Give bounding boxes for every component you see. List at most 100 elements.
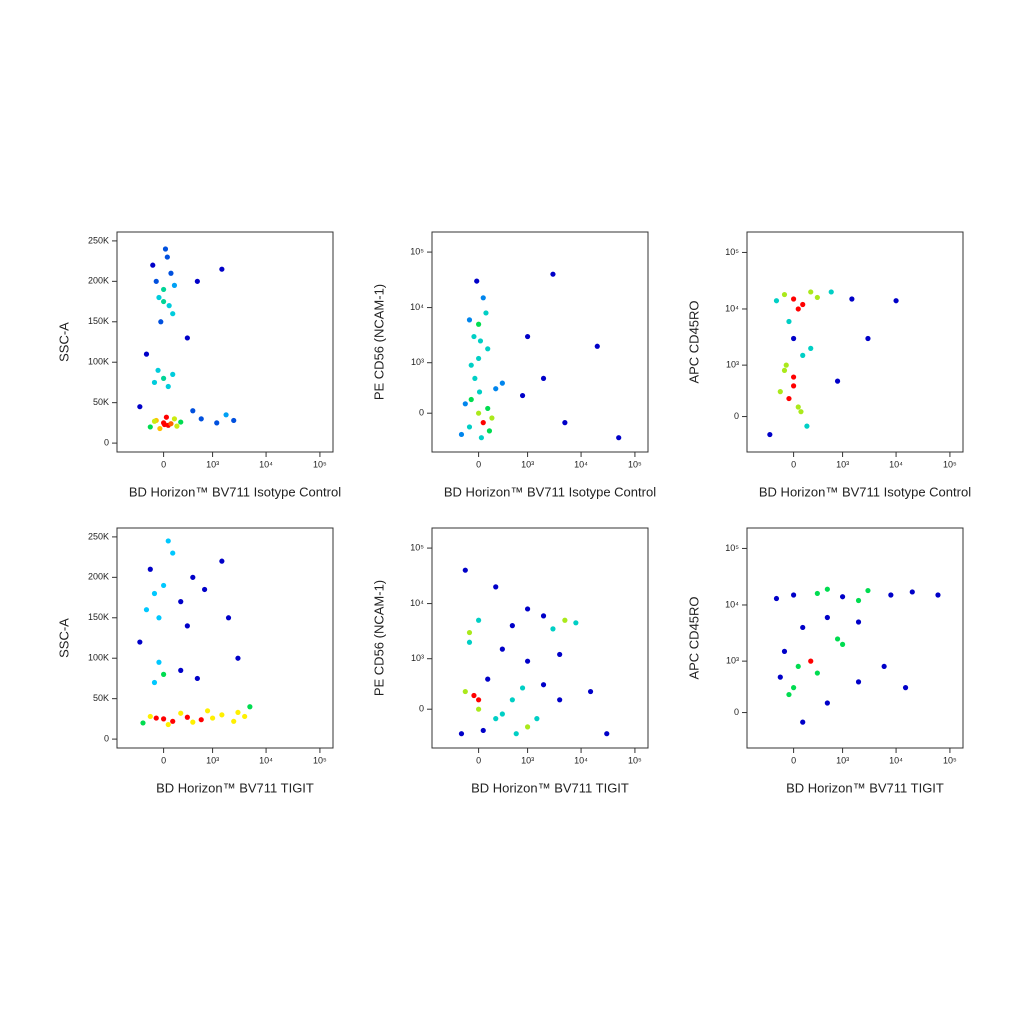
event-dot <box>865 587 871 594</box>
event-dot <box>808 658 814 664</box>
y-tick-label: 10³ <box>411 653 424 663</box>
event-dot <box>786 395 792 402</box>
event-dot <box>476 321 482 327</box>
event-dot <box>791 592 797 598</box>
event-dot <box>156 294 162 301</box>
event-dot <box>158 319 164 325</box>
event-dot <box>184 335 190 341</box>
event-dot <box>194 278 200 284</box>
event-dot <box>814 590 820 597</box>
event-dot <box>808 345 814 351</box>
y-tick-label: 0 <box>734 411 739 421</box>
event-dot <box>540 613 547 619</box>
event-dot <box>474 278 480 284</box>
event-dot <box>458 431 465 438</box>
y-tick-label: 10³ <box>726 656 739 666</box>
event-dot <box>190 408 196 414</box>
y-tick-label: 10³ <box>411 357 424 367</box>
event-dot <box>800 719 806 725</box>
x-tick-label: 10⁵ <box>943 755 957 765</box>
x-tick-label: 10³ <box>521 459 534 469</box>
event-dot <box>485 346 491 352</box>
panel: 0 10³ 10⁴ 10⁵ 0 10³ 10⁴ 10⁵ BD Horizon™ BV711 TI… <box>686 527 964 795</box>
event-dot <box>171 282 178 288</box>
event-dot <box>161 671 167 677</box>
plot-frame <box>746 231 964 453</box>
event-dot <box>161 421 168 428</box>
event-dot <box>485 676 491 682</box>
event-dot <box>225 615 232 621</box>
event-dot <box>795 404 801 410</box>
event-dot <box>486 428 493 434</box>
event-dot <box>786 318 792 325</box>
event-dot <box>164 254 170 260</box>
event-dot <box>814 670 820 676</box>
y-tick-label: 10⁴ <box>725 303 739 313</box>
event-dot <box>147 566 153 572</box>
y-axis-label: PE CD56 (NCAM-1) <box>371 580 386 696</box>
event-dot <box>476 697 482 703</box>
plot-frame <box>746 527 964 749</box>
event-dot <box>909 589 915 595</box>
y-axis-label: SSC-A <box>56 618 71 658</box>
event-dot <box>865 335 871 342</box>
x-tick-label: 10⁵ <box>313 459 327 469</box>
event-dot <box>153 278 159 284</box>
plot-frame <box>116 527 334 749</box>
y-tick-label: 50K <box>93 693 109 703</box>
event-dot <box>170 550 176 556</box>
event-dot <box>150 262 156 268</box>
event-dot <box>151 418 158 424</box>
event-dot <box>839 641 846 647</box>
event-dot <box>165 538 171 544</box>
event-dot <box>223 412 229 418</box>
event-dot <box>767 431 773 438</box>
plot-frame <box>116 231 334 453</box>
event-dot <box>791 383 797 389</box>
event-dot <box>534 716 540 722</box>
event-dot <box>166 303 172 309</box>
event-dot <box>814 294 820 301</box>
event-dot <box>800 624 806 631</box>
event-dot <box>777 674 783 680</box>
event-dot <box>476 389 483 395</box>
event-dot <box>201 586 208 593</box>
event-dot <box>773 595 780 602</box>
y-tick-label: 0 <box>734 707 739 717</box>
y-tick-label: 250K <box>88 235 109 245</box>
x-tick-label: 10⁴ <box>889 755 903 765</box>
x-tick-label: 10³ <box>521 755 534 765</box>
event-dot <box>795 663 801 670</box>
event-dot <box>219 558 225 564</box>
event-dot <box>935 592 941 598</box>
event-dot <box>524 724 531 730</box>
event-dot <box>550 271 556 277</box>
x-tick-label: 10³ <box>206 755 219 765</box>
event-dot <box>781 367 788 374</box>
event-dot <box>499 646 505 652</box>
y-tick-label: 250K <box>88 531 109 541</box>
event-dot <box>231 718 237 724</box>
x-tick-label: 0 <box>476 459 481 469</box>
x-tick-label: 10⁴ <box>574 755 588 765</box>
event-dot <box>824 586 830 592</box>
event-dot <box>824 614 830 621</box>
event-dot <box>194 675 200 682</box>
event-dot <box>184 714 190 720</box>
event-dot <box>480 727 486 734</box>
x-tick-label: 0 <box>476 755 481 765</box>
x-axis-label: BD Horizon™ BV711 TIGIT <box>156 780 314 795</box>
event-dot <box>834 636 841 642</box>
panel: 0 10³ 10⁴ 10⁵ 0 10³ 10⁴ 10⁵ BD Horizon™ BV711 Is… <box>371 231 656 499</box>
event-dot <box>178 710 184 716</box>
event-dot <box>204 708 211 714</box>
event-dot <box>161 716 167 722</box>
panel: 0 10³ 10⁴ 10⁵ 0 50K 100K 150K 200K 250K BD Horizon… <box>56 527 334 795</box>
event-dot <box>466 629 473 636</box>
event-dot <box>161 375 167 381</box>
event-dot <box>147 424 153 430</box>
event-dot <box>235 655 241 661</box>
event-dot <box>165 721 171 728</box>
x-tick-label: 10³ <box>206 459 219 469</box>
event-dot <box>489 415 495 421</box>
